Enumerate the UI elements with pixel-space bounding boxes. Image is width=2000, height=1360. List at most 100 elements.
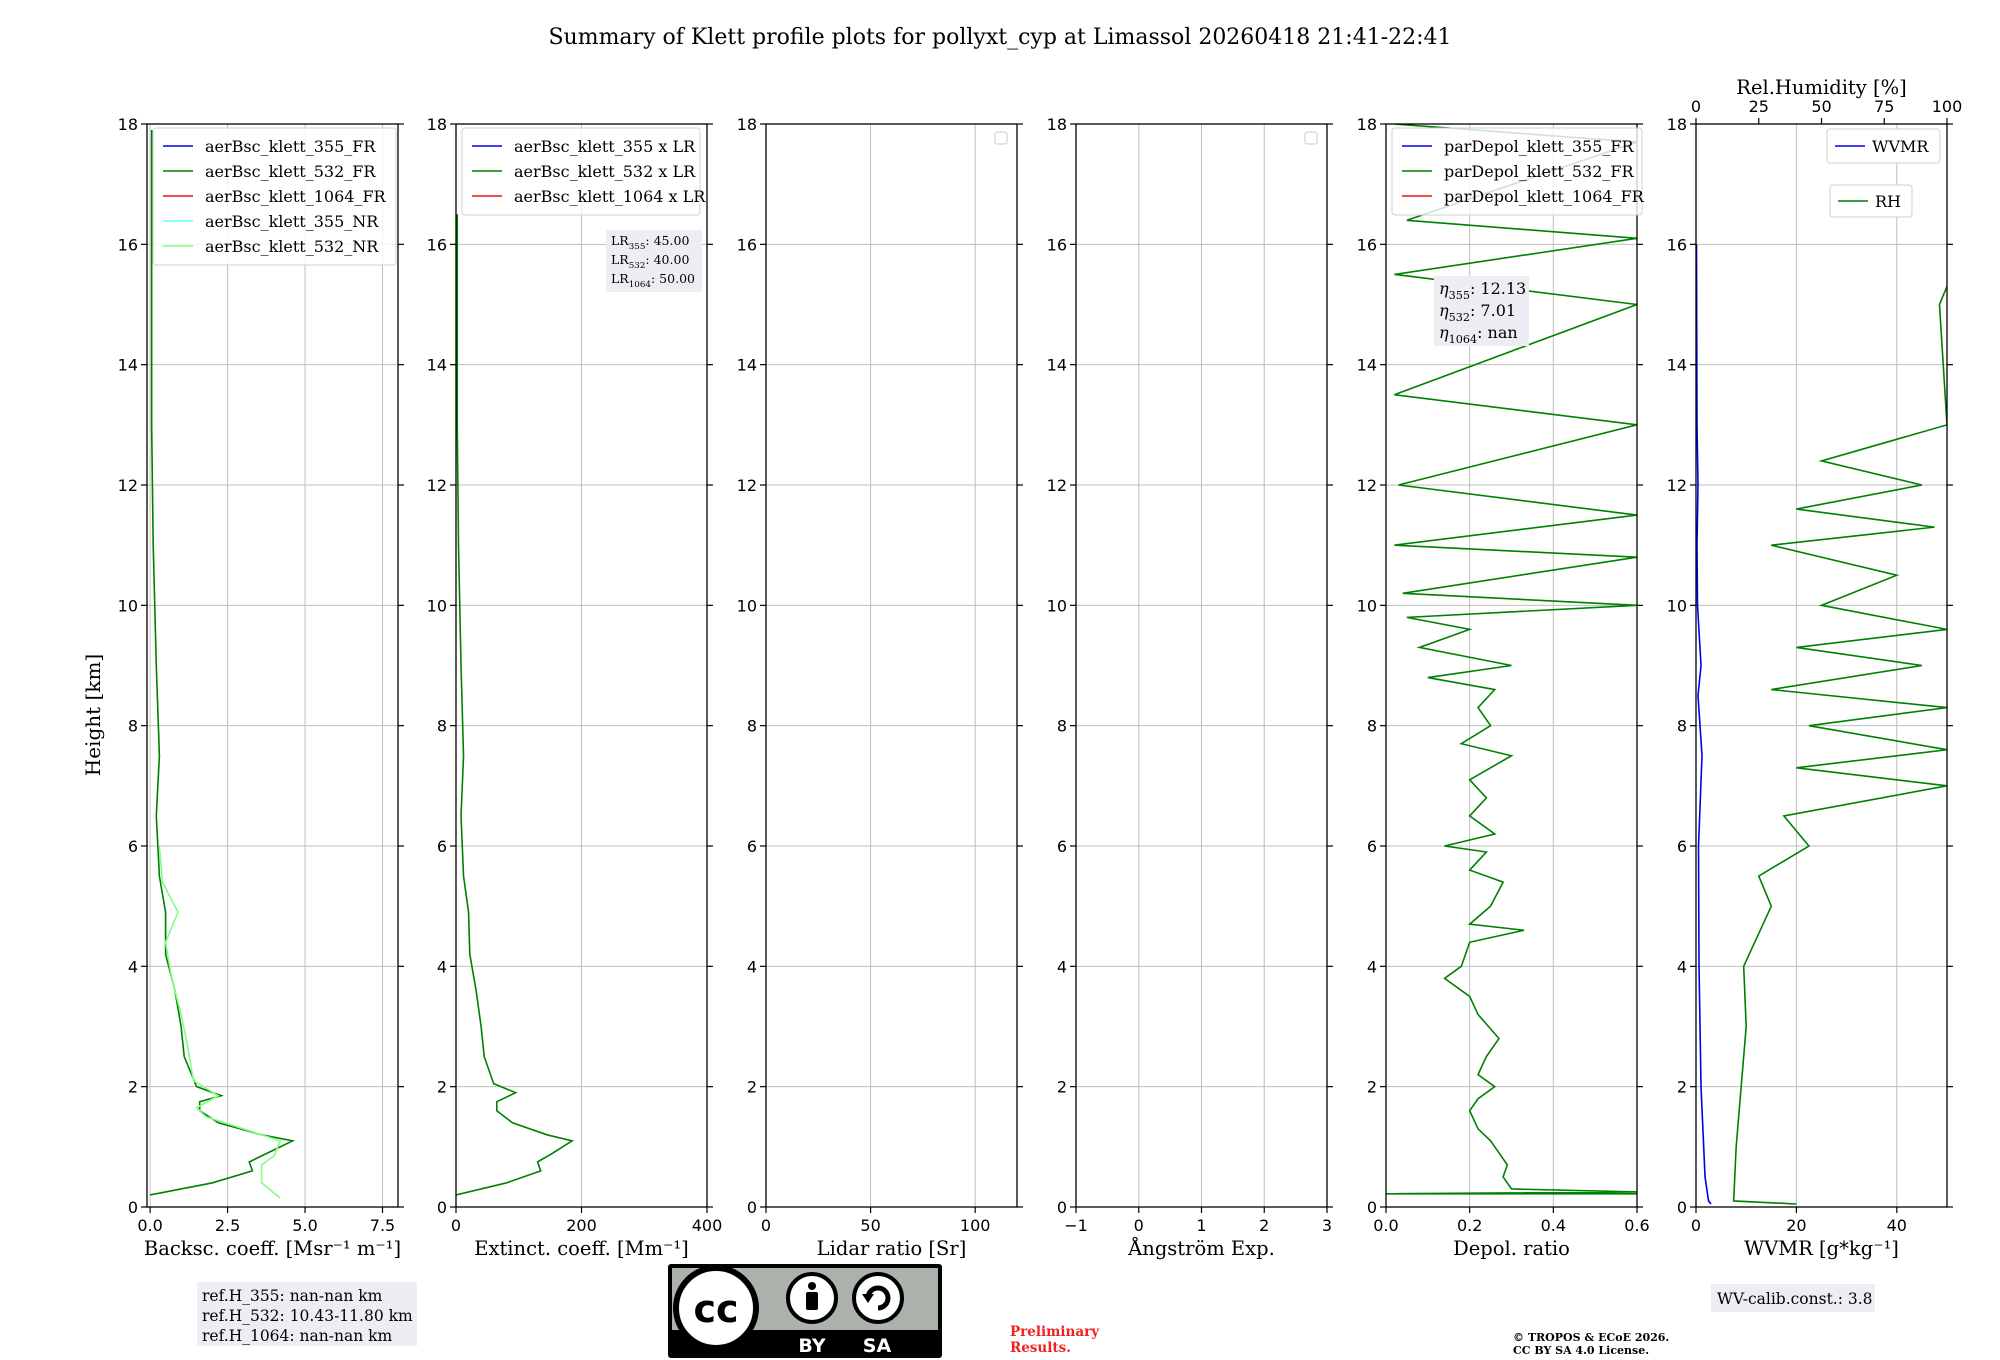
x-tick-label: 0.6 <box>1624 1216 1649 1235</box>
legend-label: WVMR <box>1872 137 1929 156</box>
figure-title: Summary of Klett profile plots for polly… <box>548 25 1451 50</box>
top-x-tick-label: 0 <box>1691 97 1701 116</box>
y-tick-label: 2 <box>1057 1078 1067 1097</box>
panel-3: 0 50 100 0 2 4 6 8 10 12 14 16 18 Lidar ratio [Sr] <box>737 115 1023 1260</box>
y-tick-label: 12 <box>1667 476 1687 495</box>
panel-1: 0.0 2.5 5.0 7.5 0 2 4 6 8 10 12 14 16 18 Backsc. coeff… <box>118 115 404 1260</box>
y-tick-label: 6 <box>1367 837 1377 856</box>
legend: aerBsc_klett_355_FR aerBsc_klett_532_FRae… <box>152 127 397 266</box>
y-tick-label: 16 <box>1667 235 1687 254</box>
wv-calib-box: WV-calib.const.: 3.8 <box>1711 1284 1875 1312</box>
y-tick-label: 16 <box>737 235 757 254</box>
y-tick-label: 6 <box>128 837 138 856</box>
y-tick-label: 0 <box>1677 1198 1687 1217</box>
y-tick-label: 12 <box>118 476 138 495</box>
y-tick-label: 4 <box>1677 957 1687 976</box>
x-tick-label: 0 <box>1691 1216 1701 1235</box>
wv-calib-text: WV-calib.const.: 3.8 <box>1717 1290 1873 1308</box>
panel-2: 0 200 400 0 2 4 6 8 10 12 14 16 18 Extinct. coeff. [M… <box>427 115 723 1260</box>
y-tick-label: 16 <box>1357 235 1377 254</box>
y-tick-label: 12 <box>427 476 447 495</box>
y-tick-label: 4 <box>437 957 447 976</box>
y-tick-label: 0 <box>1057 1198 1067 1217</box>
legend-label: aerBsc_klett_1064_FR <box>205 187 387 206</box>
y-tick-label: 2 <box>747 1078 757 1097</box>
legend-label: aerBsc_klett_1064 x LR <box>514 187 706 206</box>
y-tick-label: 10 <box>1357 596 1377 615</box>
legend-label: aerBsc_klett_532 x LR <box>514 162 696 181</box>
x-tick-label: 0 <box>761 1216 771 1235</box>
empty-legend-box <box>994 131 1008 145</box>
y-tick-label: 18 <box>118 115 138 134</box>
y-tick-label: 0 <box>1367 1198 1377 1217</box>
axes-frame <box>1385 123 1638 1208</box>
legend-box <box>1826 128 1941 164</box>
x-tick-label: 1 <box>1196 1216 1206 1235</box>
x-tick-label: 0.0 <box>137 1216 162 1235</box>
axes-frame <box>765 123 1018 1208</box>
x-axis-label: Backsc. coeff. [Msr⁻¹ m⁻¹] <box>144 1237 401 1260</box>
y-tick-label: 8 <box>128 717 138 736</box>
x-axis-label: Lidar ratio [Sr] <box>817 1237 967 1260</box>
x-axis-label: Ångström Exp. <box>1127 1235 1275 1260</box>
x-tick-label: 5.0 <box>292 1216 317 1235</box>
y-tick-label: 18 <box>1357 115 1377 134</box>
x-tick-label: 50 <box>860 1216 880 1235</box>
y-tick-label: 6 <box>747 837 757 856</box>
y-tick-label: 10 <box>1047 596 1067 615</box>
preliminary-label: Preliminary <box>1010 1324 1100 1340</box>
legend-box <box>1829 184 1913 218</box>
y-tick-label: 12 <box>1357 476 1377 495</box>
legend-wvmr: WVMR <box>1826 128 1941 164</box>
y-tick-label: 0 <box>437 1198 447 1217</box>
x-tick-label: 0 <box>1134 1216 1144 1235</box>
annotation-line: η1064: nan <box>1439 323 1518 346</box>
y-tick-label: 14 <box>1047 356 1067 375</box>
y-tick-label: 6 <box>437 837 447 856</box>
y-tick-label: 10 <box>427 596 447 615</box>
legend-label: aerBsc_klett_355_NR <box>205 212 379 231</box>
annotation-line: LR1064: 50.00 <box>611 271 695 290</box>
top-x-tick-label: 100 <box>1932 97 1963 116</box>
license-line: CC BY SA 4.0 License. <box>1513 1344 1649 1357</box>
y-tick-label: 0 <box>747 1198 757 1217</box>
y-tick-label: 2 <box>1367 1078 1377 1097</box>
y-tick-label: 18 <box>1667 115 1687 134</box>
cc-by-sa-badge: cc BY SA <box>668 1264 942 1358</box>
x-tick-label: 200 <box>566 1216 597 1235</box>
y-tick-label: 16 <box>427 235 447 254</box>
legend-label: aerBsc_klett_355_FR <box>205 137 376 156</box>
y-tick-label: 10 <box>1667 596 1687 615</box>
x-axis-label: Extinct. coeff. [Mm⁻¹] <box>474 1237 689 1260</box>
badge-by-label: BY <box>798 1335 825 1357</box>
x-tick-label: 2.5 <box>215 1216 240 1235</box>
top-x-axis-label: Rel.Humidity [%] <box>1736 76 1906 99</box>
y-tick-label: 8 <box>437 717 447 736</box>
axes-frame <box>146 123 399 1208</box>
annotation-line: LR355: 45.00 <box>611 233 689 252</box>
x-tick-label: 3 <box>1322 1216 1332 1235</box>
x-tick-label: 2 <box>1259 1216 1269 1235</box>
legend-box <box>1391 127 1643 216</box>
y-tick-label: 4 <box>747 957 757 976</box>
x-tick-label: 400 <box>692 1216 723 1235</box>
y-tick-label: 8 <box>747 717 757 736</box>
y-tick-label: 10 <box>118 596 138 615</box>
annotation-bg <box>606 230 702 292</box>
share-alike-icon <box>852 1272 904 1324</box>
legend-label: aerBsc_klett_532_NR <box>205 237 379 256</box>
legend-rh: RH <box>1829 184 1913 218</box>
annotation-line: η532: 7.01 <box>1439 301 1516 324</box>
top-x-tick-label: 50 <box>1811 97 1831 116</box>
y-tick-label: 14 <box>118 356 138 375</box>
x-tick-label: 0 <box>451 1216 461 1235</box>
y-tick-label: 14 <box>1357 356 1377 375</box>
series-line-aerBsc_klett_532_NR <box>158 845 282 1199</box>
y-tick-label: 2 <box>128 1078 138 1097</box>
legend-box <box>461 127 701 216</box>
series-line-aerBsc_klett_532 x LR <box>456 214 575 1196</box>
x-tick-label: 0.4 <box>1541 1216 1566 1235</box>
